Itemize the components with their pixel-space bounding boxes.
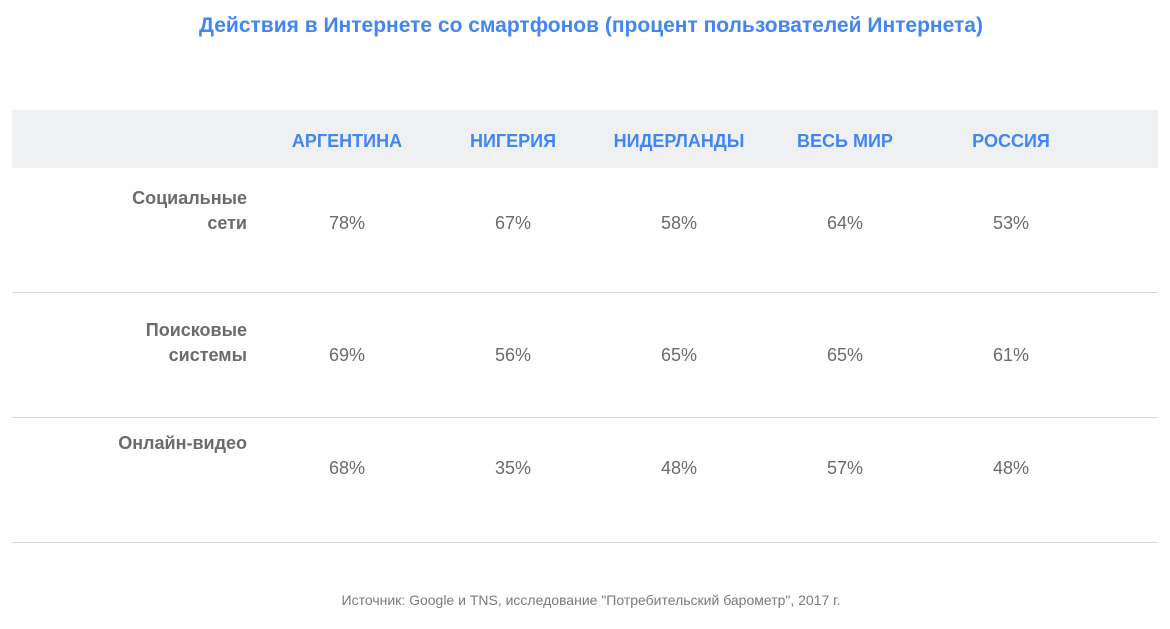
row-label-online-video: Онлайн-видео bbox=[27, 431, 247, 456]
column-header-russia: РОССИЯ bbox=[972, 131, 1050, 151]
source-note: Источник: Google и TNS, исследование "По… bbox=[341, 592, 841, 608]
row-divider bbox=[12, 292, 1158, 293]
table-cell: 58% bbox=[660, 213, 698, 233]
row-label-social-networks: Социальные сети bbox=[27, 186, 247, 236]
table-cell: 61% bbox=[992, 345, 1030, 365]
table-header-band bbox=[12, 110, 1158, 168]
table-cell: 57% bbox=[826, 458, 864, 478]
row-label-line: Социальные bbox=[132, 188, 247, 208]
row-divider bbox=[12, 417, 1158, 418]
column-header-argentina: АРГЕНТИНА bbox=[291, 131, 403, 151]
table-cell: 48% bbox=[660, 458, 698, 478]
row-label-search-engines: Поисковые системы bbox=[27, 318, 247, 368]
table-cell: 64% bbox=[826, 213, 864, 233]
table-cell: 48% bbox=[992, 458, 1030, 478]
column-header-nigeria: НИГЕРИЯ bbox=[469, 131, 557, 151]
table-cell: 68% bbox=[328, 458, 366, 478]
table-cell: 65% bbox=[826, 345, 864, 365]
table-cell: 69% bbox=[328, 345, 366, 365]
table-cell: 56% bbox=[494, 345, 532, 365]
column-header-netherlands: НИДЕРЛАНДЫ bbox=[613, 131, 745, 151]
row-divider bbox=[12, 542, 1158, 543]
column-header-world: ВЕСЬ МИР bbox=[797, 131, 893, 151]
chart-title: Действия в Интернете со смартфонов (проц… bbox=[199, 14, 983, 37]
row-label-line: Поисковые bbox=[145, 320, 247, 340]
table-cell: 53% bbox=[992, 213, 1030, 233]
row-label-line: сети bbox=[207, 213, 247, 233]
table-cell: 65% bbox=[660, 345, 698, 365]
row-label-line: Онлайн-видео bbox=[118, 433, 247, 453]
table-cell: 35% bbox=[494, 458, 532, 478]
table-cell: 67% bbox=[494, 213, 532, 233]
table-cell: 78% bbox=[328, 213, 366, 233]
row-label-line: системы bbox=[168, 345, 247, 365]
